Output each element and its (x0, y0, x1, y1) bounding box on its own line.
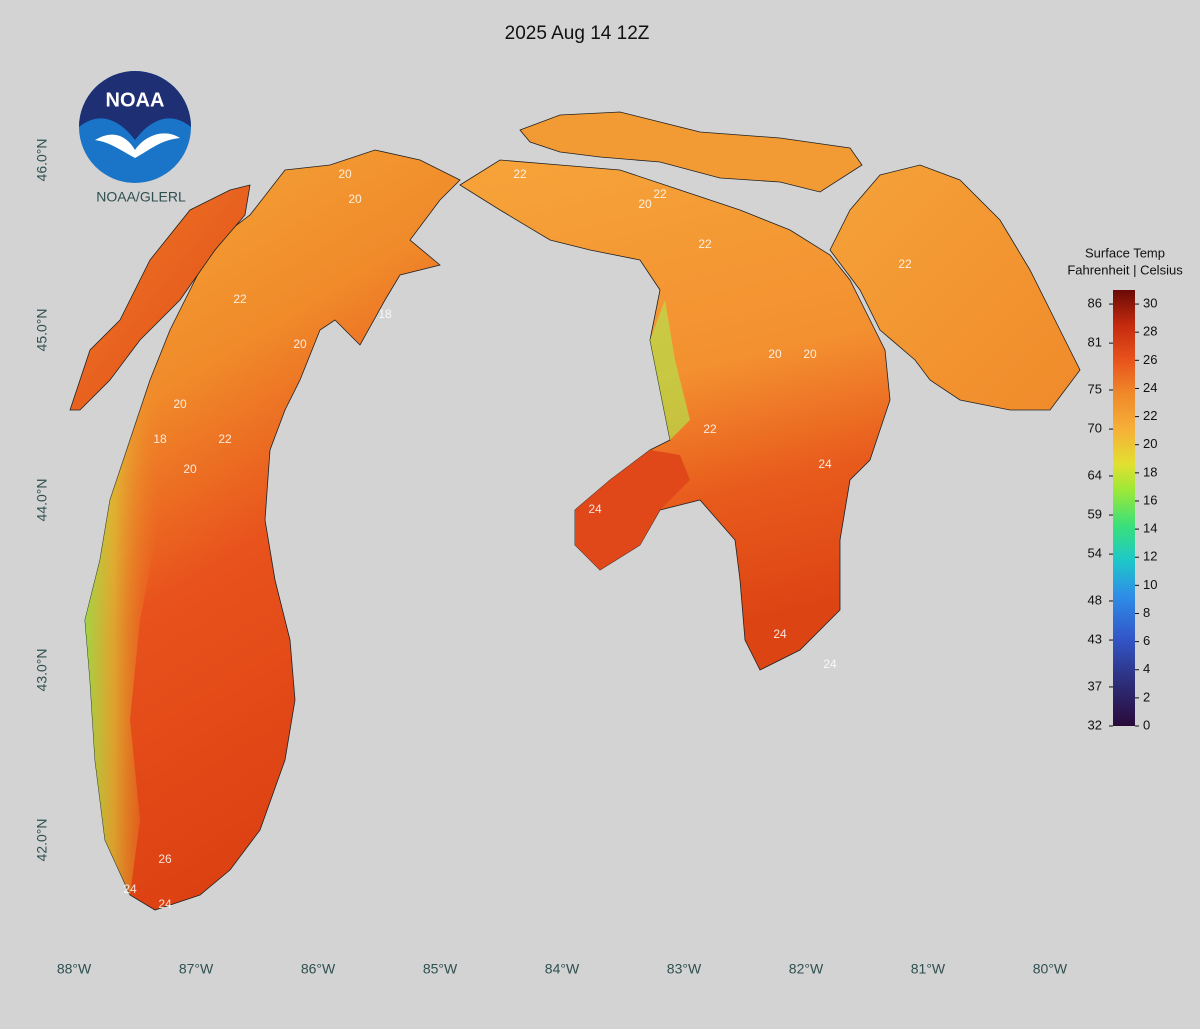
contour-label: 24 (818, 457, 832, 471)
lon-label: 87°W (179, 961, 214, 977)
lat-label: 42.0°N (34, 818, 50, 861)
contour-label: 20 (338, 167, 352, 181)
lat-label: 44.0°N (34, 478, 50, 521)
colorbar (1113, 290, 1135, 726)
contour-label: 22 (653, 187, 667, 201)
contour-label: 22 (233, 292, 247, 306)
lon-label: 84°W (545, 961, 580, 977)
lake-michigan-west-shore (85, 165, 330, 895)
contour-label: 18 (378, 307, 392, 321)
map-title: 2025 Aug 14 12Z (505, 23, 650, 44)
lat-label: 45.0°N (34, 308, 50, 351)
fahrenheit-label: 54 (1088, 546, 1102, 561)
contour-label: 20 (638, 197, 652, 211)
fahrenheit-label: 37 (1088, 678, 1102, 693)
lon-label: 83°W (667, 961, 702, 977)
contour-label: 20 (348, 192, 362, 206)
lon-label: 82°W (789, 961, 824, 977)
fahrenheit-label: 75 (1088, 381, 1102, 396)
celsius-label: 14 (1143, 521, 1157, 536)
lon-label: 88°W (57, 961, 92, 977)
lon-label: 81°W (911, 961, 946, 977)
celsius-label: 24 (1143, 380, 1157, 395)
contour-label: 26 (158, 852, 172, 866)
fahrenheit-label: 70 (1088, 421, 1102, 436)
lakes (69, 111, 1081, 911)
logo-bird (95, 133, 180, 158)
contour-label: 22 (698, 237, 712, 251)
celsius-label: 28 (1143, 324, 1157, 339)
lat-label: 43.0°N (34, 648, 50, 691)
celsius-label: 26 (1143, 352, 1157, 367)
logo-caption: NOAA/GLERL (96, 189, 186, 205)
colorbar-subtitle: Fahrenheit | Celsius (1067, 262, 1183, 277)
celsius-label: 20 (1143, 436, 1157, 451)
lon-label: 85°W (423, 961, 458, 977)
contour-label: 24 (823, 657, 837, 671)
fahrenheit-label: 59 (1088, 506, 1102, 521)
contour-label: 22 (513, 167, 527, 181)
saginaw-bay (575, 450, 690, 570)
fahrenheit-label: 32 (1088, 717, 1102, 732)
contour-label: 20 (183, 462, 197, 476)
fahrenheit-label: 81 (1088, 335, 1102, 350)
contour-label: 24 (158, 897, 172, 911)
contour-label: 24 (588, 502, 602, 516)
fahrenheit-label: 43 (1088, 631, 1102, 646)
lon-label: 80°W (1033, 961, 1068, 977)
celsius-label: 12 (1143, 549, 1157, 564)
celsius-label: 0 (1143, 717, 1150, 732)
logo-mark: NOAA (106, 89, 165, 111)
green-bay (69, 184, 251, 411)
celsius-label: 18 (1143, 464, 1157, 479)
celsius-label: 16 (1143, 492, 1157, 507)
contour-label: 22 (703, 422, 717, 436)
contour-label: 24 (773, 627, 787, 641)
fahrenheit-label: 64 (1088, 467, 1102, 482)
contour-label: 20 (768, 347, 782, 361)
celsius-label: 2 (1143, 689, 1150, 704)
contour-label: 20 (173, 397, 187, 411)
contour-label: 22 (898, 257, 912, 271)
contour-label: 24 (123, 882, 137, 896)
georgian-bay (829, 164, 1081, 411)
fahrenheit-label: 86 (1088, 296, 1102, 311)
celsius-label: 6 (1143, 633, 1150, 648)
colorbar-title: Surface Temp (1085, 245, 1165, 260)
fahrenheit-label: 48 (1088, 592, 1102, 607)
north-channel (519, 111, 863, 193)
logo-top (79, 71, 191, 140)
contour-label: 20 (803, 347, 817, 361)
celsius-label: 22 (1143, 408, 1157, 423)
contour-label: 22 (218, 432, 232, 446)
thumb-shore-green (650, 300, 690, 440)
celsius-label: 30 (1143, 296, 1157, 311)
contour-label: 18 (153, 432, 167, 446)
celsius-label: 10 (1143, 577, 1157, 592)
celsius-label: 8 (1143, 605, 1150, 620)
celsius-label: 4 (1143, 661, 1150, 676)
lat-label: 46.0°N (34, 138, 50, 181)
noaa-logo: NOAA NOAA/GLERL (79, 71, 191, 205)
lon-label: 86°W (301, 961, 336, 977)
contour-label: 20 (293, 337, 307, 351)
